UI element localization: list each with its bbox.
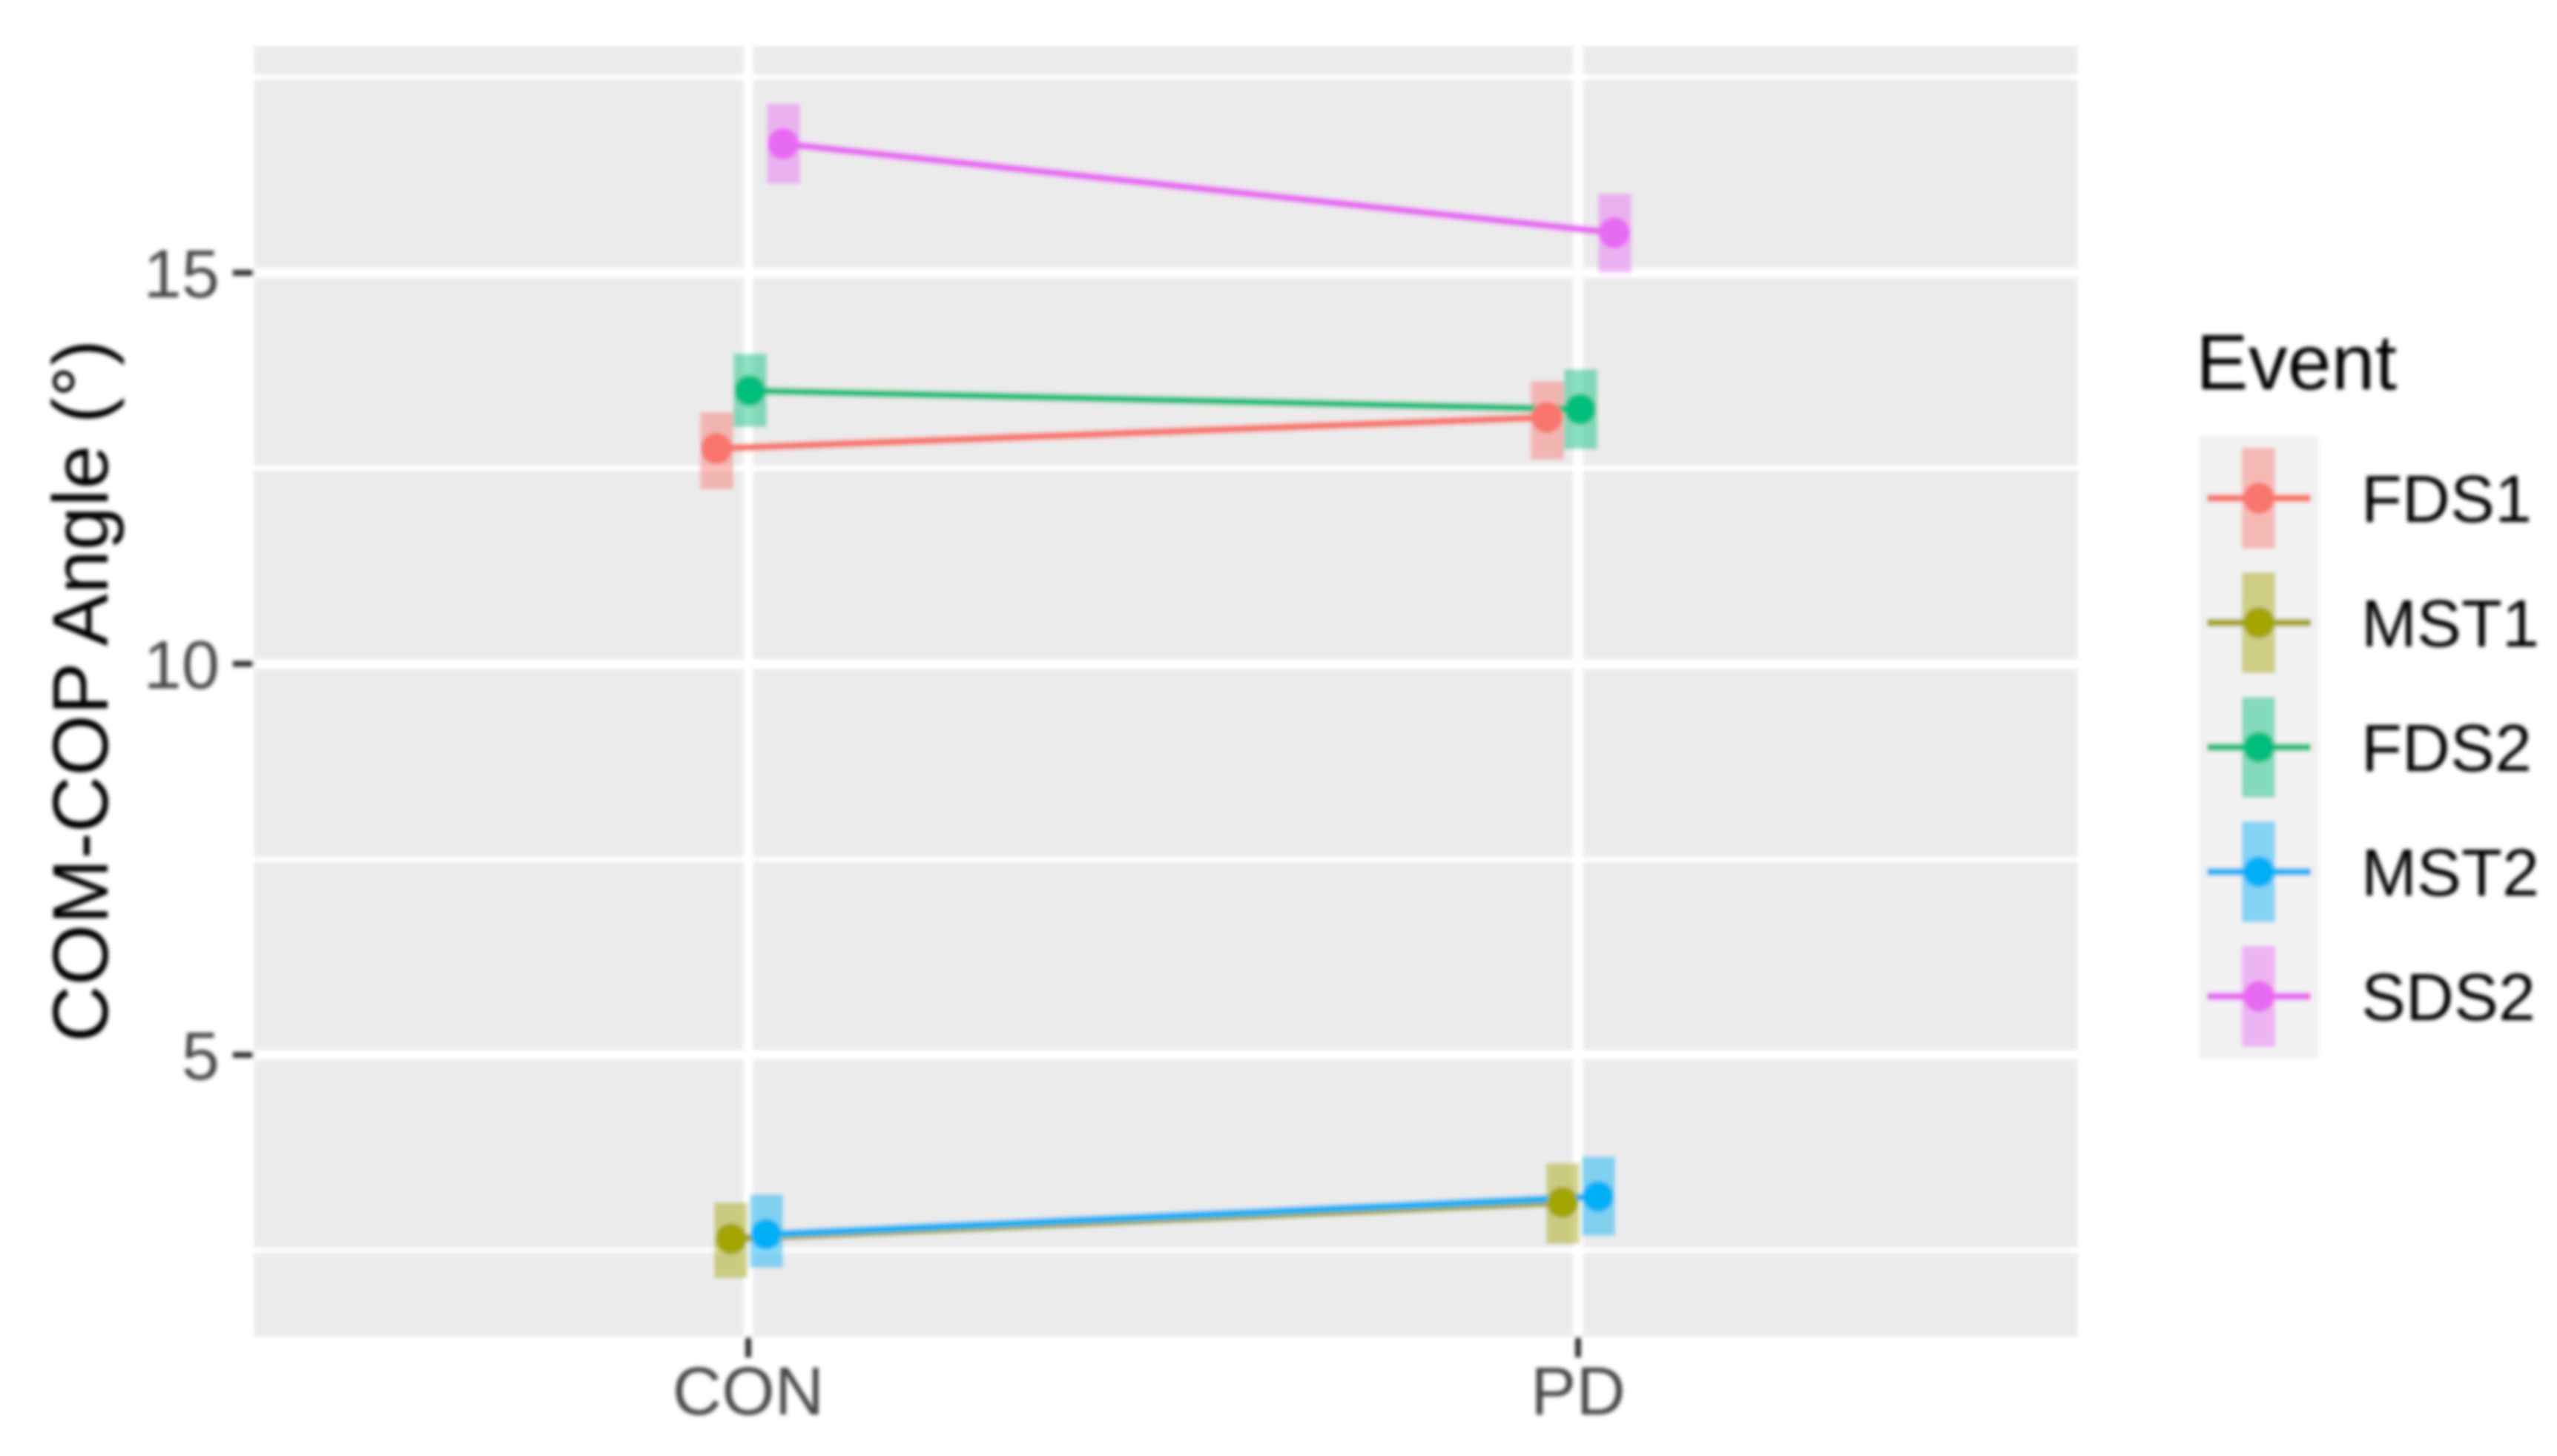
svg-text:MST2: MST2 — [2361, 836, 2539, 910]
svg-text:Event: Event — [2196, 319, 2397, 406]
svg-text:PD: PD — [1531, 1354, 1626, 1429]
svg-text:MST1: MST1 — [2361, 587, 2539, 661]
svg-text:15: 15 — [144, 236, 220, 312]
svg-text:FDS1: FDS1 — [2361, 463, 2532, 537]
svg-text:SDS2: SDS2 — [2361, 961, 2535, 1035]
svg-text:CON: CON — [673, 1354, 824, 1429]
svg-text:10: 10 — [144, 628, 220, 704]
svg-text:5: 5 — [182, 1019, 220, 1094]
svg-text:FDS2: FDS2 — [2361, 712, 2532, 786]
svg-text:COM-COP Angle (°): COM-COP Angle (°) — [37, 340, 125, 1042]
